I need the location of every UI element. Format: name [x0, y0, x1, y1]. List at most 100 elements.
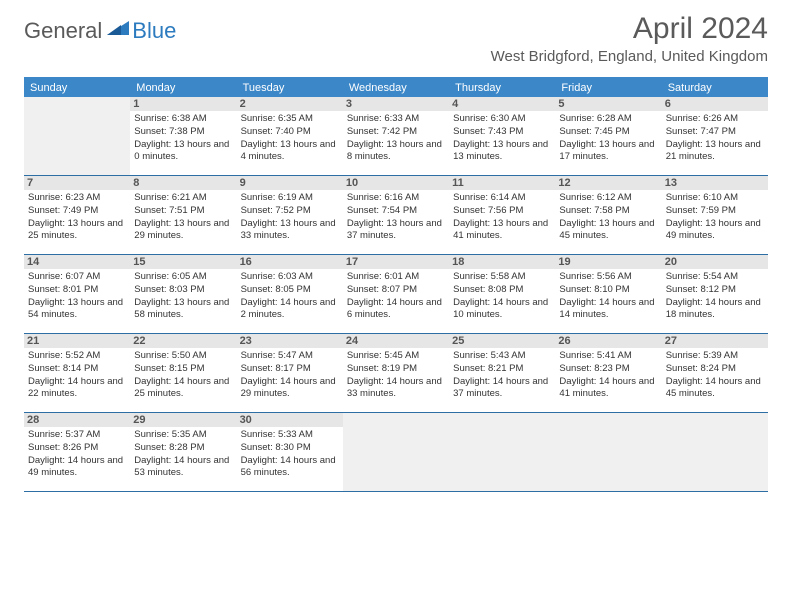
- sunrise-line: Sunrise: 6:35 AM: [241, 113, 339, 126]
- sunrise-line: Sunrise: 6:23 AM: [28, 192, 126, 205]
- day-cell: [662, 413, 768, 491]
- sunrise-line: Sunrise: 5:52 AM: [28, 350, 126, 363]
- day-cell: 23Sunrise: 5:47 AMSunset: 8:17 PMDayligh…: [237, 334, 343, 412]
- sunrise-line: Sunrise: 5:58 AM: [453, 271, 551, 284]
- daylight-line: Daylight: 14 hours and 2 minutes.: [241, 297, 339, 323]
- day-cell: 4Sunrise: 6:30 AMSunset: 7:43 PMDaylight…: [449, 97, 555, 175]
- sunrise-line: Sunrise: 5:33 AM: [241, 429, 339, 442]
- day-of-week-header: Sunday: [24, 79, 130, 97]
- sunset-line: Sunset: 7:38 PM: [134, 126, 232, 139]
- daylight-line: Daylight: 13 hours and 29 minutes.: [134, 218, 232, 244]
- day-number: 6: [662, 97, 768, 111]
- sunset-line: Sunset: 8:30 PM: [241, 442, 339, 455]
- sunset-line: Sunset: 8:10 PM: [559, 284, 657, 297]
- week-row: 1 Sunrise: 6:38 AMSunset: 7:38 PM Daylight…: [24, 97, 768, 176]
- day-number: 16: [237, 255, 343, 269]
- day-cell: 12Sunrise: 6:12 AMSunset: 7:58 PMDayligh…: [555, 176, 661, 254]
- day-cell: 1Sunrise: 6:38 AMSunset: 7:38 PMDaylight…: [130, 97, 236, 175]
- day-number: 8: [130, 176, 236, 190]
- sunset-line: Sunset: 8:23 PM: [559, 363, 657, 376]
- sunset-line: Sunset: 8:24 PM: [666, 363, 764, 376]
- daylight-line: Daylight: 14 hours and 22 minutes.: [28, 376, 126, 402]
- day-cell: 3Sunrise: 6:33 AMSunset: 7:42 PMDaylight…: [343, 97, 449, 175]
- sunrise-line: Sunrise: 5:47 AM: [241, 350, 339, 363]
- daylight-line: Daylight: 13 hours and 4 minutes.: [241, 139, 339, 165]
- sunset-line: Sunset: 7:58 PM: [559, 205, 657, 218]
- day-cell: 14Sunrise: 6:07 AMSunset: 8:01 PMDayligh…: [24, 255, 130, 333]
- day-cell: [24, 97, 130, 175]
- logo-text-general: General: [24, 18, 102, 44]
- daylight-line: Daylight: 13 hours and 21 minutes.: [666, 139, 764, 165]
- daylight-line: Daylight: 14 hours and 25 minutes.: [134, 376, 232, 402]
- day-cell: 22Sunrise: 5:50 AMSunset: 8:15 PMDayligh…: [130, 334, 236, 412]
- daylight-line: Daylight: 13 hours and 13 minutes.: [453, 139, 551, 165]
- day-number: 18: [449, 255, 555, 269]
- daylight-line: Daylight: 13 hours and 8 minutes.: [347, 139, 445, 165]
- daylight-line: Daylight: 13 hours and 33 minutes.: [241, 218, 339, 244]
- sunrise-line: Sunrise: 6:21 AM: [134, 192, 232, 205]
- sunset-line: Sunset: 8:26 PM: [28, 442, 126, 455]
- day-cell: 28Sunrise: 5:37 AMSunset: 8:26 PMDayligh…: [24, 413, 130, 491]
- day-number: 24: [343, 334, 449, 348]
- sunset-line: Sunset: 8:03 PM: [134, 284, 232, 297]
- day-cell: 2Sunrise: 6:35 AMSunset: 7:40 PMDaylight…: [237, 97, 343, 175]
- logo-text-blue: Blue: [132, 18, 176, 44]
- day-cell: 19Sunrise: 5:56 AMSunset: 8:10 PMDayligh…: [555, 255, 661, 333]
- sunset-line: Sunset: 7:51 PM: [134, 205, 232, 218]
- sunset-line: Sunset: 7:43 PM: [453, 126, 551, 139]
- sunrise-line: Sunrise: 6:38 AM: [134, 113, 232, 126]
- daylight-line: Daylight: 14 hours and 45 minutes.: [666, 376, 764, 402]
- day-number: 28: [24, 413, 130, 427]
- sunrise-line: Sunrise: 5:43 AM: [453, 350, 551, 363]
- week-row: 7 Sunrise: 6:23 AMSunset: 7:49 PM Daylight…: [24, 176, 768, 255]
- sunset-line: Sunset: 8:07 PM: [347, 284, 445, 297]
- sunset-line: Sunset: 7:52 PM: [241, 205, 339, 218]
- sunset-line: Sunset: 7:49 PM: [28, 205, 126, 218]
- sunrise-line: Sunrise: 5:50 AM: [134, 350, 232, 363]
- day-cell: 8 Sunrise: 6:21 AMSunset: 7:51 PMDaylight…: [130, 176, 236, 254]
- day-number: 2: [237, 97, 343, 111]
- weeks-container: 1 Sunrise: 6:38 AMSunset: 7:38 PM Daylight…: [24, 97, 768, 492]
- sunrise-line: Sunrise: 6:14 AM: [453, 192, 551, 205]
- day-of-week-header: Monday: [130, 79, 236, 97]
- sunrise-line: Sunrise: 6:01 AM: [347, 271, 445, 284]
- day-number: 1: [130, 97, 236, 111]
- daylight-line: Daylight: 13 hours and 41 minutes.: [453, 218, 551, 244]
- day-number: 7: [24, 176, 130, 190]
- day-cell: 15Sunrise: 6:05 AMSunset: 8:03 PMDayligh…: [130, 255, 236, 333]
- sunrise-line: Sunrise: 5:45 AM: [347, 350, 445, 363]
- sunrise-line: Sunrise: 6:05 AM: [134, 271, 232, 284]
- sunrise-line: Sunrise: 5:35 AM: [134, 429, 232, 442]
- day-cell: 16 Sunrise: 6:03 AMSunset: 8:05 PMDayligh…: [237, 255, 343, 333]
- daylight-line: Daylight: 14 hours and 10 minutes.: [453, 297, 551, 323]
- day-number: 12: [555, 176, 661, 190]
- daylight-line: Daylight: 14 hours and 29 minutes.: [241, 376, 339, 402]
- sunset-line: Sunset: 7:59 PM: [666, 205, 764, 218]
- day-cell: 11Sunrise: 6:14 AMSunset: 7:56 PMDayligh…: [449, 176, 555, 254]
- day-number: 21: [24, 334, 130, 348]
- day-cell: 17Sunrise: 6:01 AMSunset: 8:07 PMDayligh…: [343, 255, 449, 333]
- sunset-line: Sunset: 8:15 PM: [134, 363, 232, 376]
- day-number: 14: [24, 255, 130, 269]
- daylight-line: Daylight: 13 hours and 45 minutes.: [559, 218, 657, 244]
- day-number: 9: [237, 176, 343, 190]
- sunrise-line: Sunrise: 6:28 AM: [559, 113, 657, 126]
- sunset-line: Sunset: 8:05 PM: [241, 284, 339, 297]
- day-cell: 7Sunrise: 6:23 AMSunset: 7:49 PMDaylight…: [24, 176, 130, 254]
- day-cell: 30Sunrise: 5:33 AMSunset: 8:30 PMDayligh…: [237, 413, 343, 491]
- day-of-week-header: Friday: [555, 79, 661, 97]
- sunset-line: Sunset: 8:19 PM: [347, 363, 445, 376]
- day-cell: 20Sunrise: 5:54 AMSunset: 8:12 PMDayligh…: [662, 255, 768, 333]
- daylight-line: Daylight: 14 hours and 37 minutes.: [453, 376, 551, 402]
- location: West Bridgford, England, United Kingdom: [491, 48, 768, 65]
- sunrise-line: Sunrise: 6:16 AM: [347, 192, 445, 205]
- day-number: 19: [555, 255, 661, 269]
- calendar: SundayMondayTuesdayWednesdayThursdayFrid…: [24, 77, 768, 492]
- sunrise-line: Sunrise: 5:37 AM: [28, 429, 126, 442]
- day-number: 17: [343, 255, 449, 269]
- sunrise-line: Sunrise: 6:03 AM: [241, 271, 339, 284]
- sunset-line: Sunset: 8:01 PM: [28, 284, 126, 297]
- day-number: 25: [449, 334, 555, 348]
- day-number: 29: [130, 413, 236, 427]
- sunset-line: Sunset: 8:21 PM: [453, 363, 551, 376]
